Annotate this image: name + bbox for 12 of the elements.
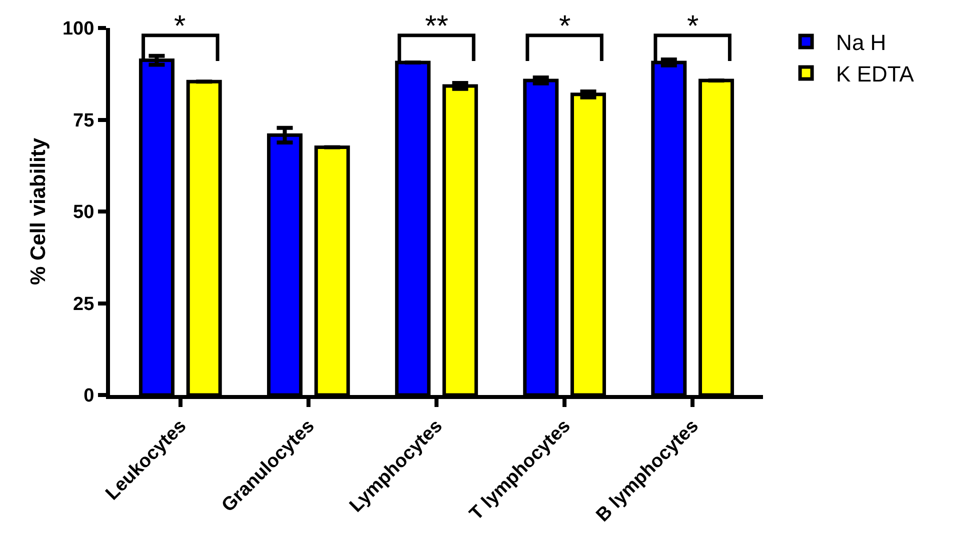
annotation: *: [559, 10, 571, 43]
y-tick-label: 75: [73, 110, 95, 132]
y-tick-label: 0: [84, 386, 94, 407]
legend-label: K EDTA: [836, 62, 914, 87]
y-axis-title: % Cell viability: [27, 138, 50, 286]
legend-label: Na H: [836, 30, 886, 56]
annotation: *: [687, 10, 699, 43]
y-tick-label: 100: [62, 18, 94, 40]
annotation: **: [425, 10, 449, 43]
y-tick-label: 50: [73, 202, 94, 224]
annotation: *: [174, 10, 186, 43]
y-tick-label: 25: [73, 294, 95, 315]
